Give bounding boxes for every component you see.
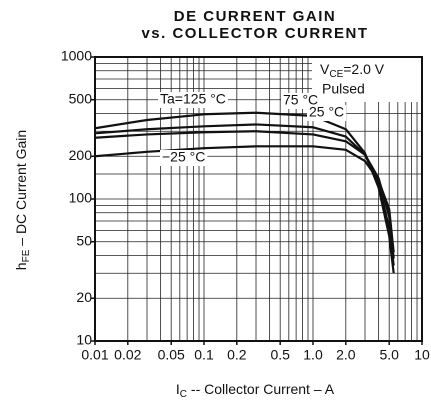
y-tick-label: 100 [69,190,93,206]
y-tick-label: 1000 [61,48,92,64]
x-tick-label: 0.05 [158,347,185,363]
x-tick-label: 2.0 [336,347,356,363]
series-line [94,145,395,253]
y-label-sub: FE [21,249,32,262]
y-label-main: h [13,262,29,270]
y-tick-label: 50 [76,232,92,248]
series-line [94,111,395,274]
series-label: −25 °C [162,149,205,165]
series-label-bg [307,105,347,121]
series-label: 75 °C [283,92,318,108]
x-tick-label: 0.01 [81,347,108,363]
series-label: 25 °C [309,104,344,120]
y-tick-label: 500 [69,90,93,106]
annotation: VCE=2.0 V [320,61,385,80]
y-tick-label: 200 [69,147,93,163]
x-tick-label: 0.02 [114,347,141,363]
x-axis-label: IC -- Collector Current – A [176,381,335,400]
y-axis-label: hFE – DC Current Gain [13,130,32,270]
annotation-note: Pulsed [322,81,365,97]
series-label-bg [158,92,228,108]
x-tick-label: 10 [414,347,430,363]
annotation-box [312,58,421,102]
annotation-main: V [320,61,330,77]
x-label-rest: -- Collector Current – A [187,381,335,397]
chart-title: vs. COLLECTOR CURRENT [141,25,368,42]
x-tick-label: 5.0 [379,347,399,363]
chart-title: DE CURRENT GAIN [174,8,337,25]
series-label-bg [160,150,208,166]
y-label-rest: – DC Current Gain [13,130,29,250]
x-label-main: I [176,381,180,397]
x-tick-label: 0.5 [270,347,290,363]
series-label: Ta=125 °C [160,91,226,107]
x-tick-label: 1.0 [303,347,323,363]
x-tick-label: 0.1 [194,347,214,363]
x-label-sub: C [180,389,187,400]
annotation-rest: =2.0 V [343,61,385,77]
annotation-sub: CE [329,69,343,80]
series-line [94,123,395,266]
x-tick-label: 0.2 [227,347,247,363]
y-tick-label: 10 [76,332,92,348]
y-tick-label: 20 [76,289,92,305]
